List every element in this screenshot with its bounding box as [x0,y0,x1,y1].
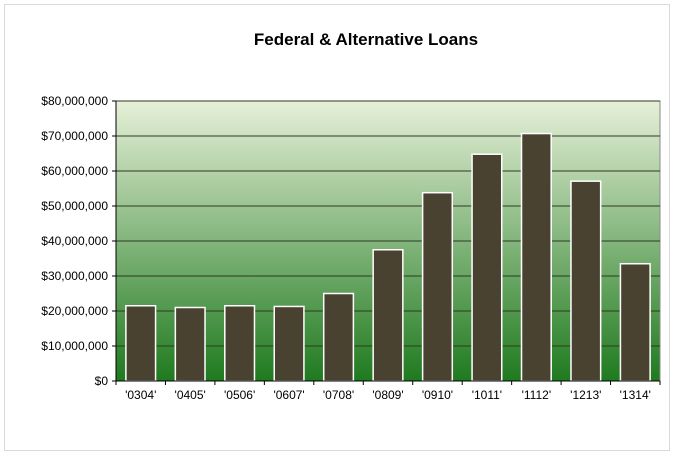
y-tick-label: $70,000,000 [41,129,108,143]
x-tick-label: '0506' [224,388,255,402]
bar [471,153,503,382]
x-tick-label: '1011' [472,388,502,402]
y-axis-ticks: $0 $10,000,000 $20,000,000 $30,000,000 $40,0… [41,94,116,388]
bar [322,292,355,382]
bar [224,305,256,382]
x-tick-label: '0405' [175,388,206,402]
x-tick-label: '0607' [273,388,304,402]
x-tick-label: '1314' [620,388,651,402]
bar [570,180,602,382]
bar [273,305,305,382]
y-tick-label: $0 [95,374,109,388]
y-tick-label: $60,000,000 [41,164,108,178]
x-tick-label: '0910' [422,388,453,402]
bar [619,263,651,382]
bars [125,132,651,382]
x-tick-label: '0708' [323,388,354,402]
bar [174,306,206,382]
chart-title: Federal & Alternative Loans [254,30,478,49]
bar [520,132,552,382]
bar [372,249,404,382]
bar [421,191,454,382]
bar [125,305,157,382]
x-tick-label: '0809' [372,388,403,402]
x-axis-ticks: '0304' '0405' '0506' '0607' '0708' '0809' '091… [115,381,661,402]
y-tick-label: $50,000,000 [41,199,108,213]
y-tick-label: $40,000,000 [41,234,108,248]
x-tick-label: '1213' [570,388,601,402]
y-tick-label: $80,000,000 [41,94,108,108]
y-tick-label: $30,000,000 [41,269,108,283]
y-tick-label: $10,000,000 [41,339,108,353]
x-tick-label: '1112' [522,388,552,402]
y-tick-label: $20,000,000 [41,304,108,318]
x-tick-label: '0304' [125,388,156,402]
